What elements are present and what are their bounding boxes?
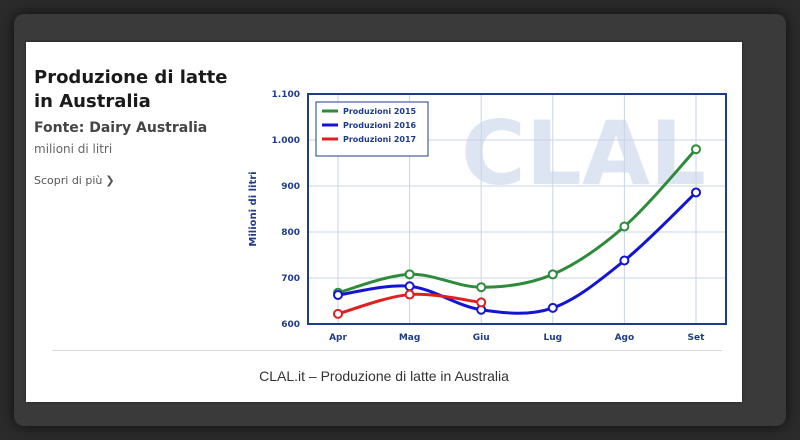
y-tick-label: 700 [281, 274, 300, 284]
watermark-text: CLAL [461, 102, 706, 205]
chart-caption: CLAL.it – Produzione di latte in Austral… [259, 368, 509, 384]
line-chart: CLAL 600 700 800 900 1.000 1.100 Apr Mag Giu Lug Ag… [248, 90, 727, 343]
legend-label: Produzioni 2017 [343, 135, 416, 144]
data-point [691, 144, 701, 155]
x-tick-label: Mag [399, 333, 420, 343]
data-point [476, 282, 487, 293]
data-point [619, 221, 630, 232]
data-point [547, 269, 558, 280]
data-point [333, 290, 343, 301]
data-point [404, 289, 415, 300]
unit-label: milioni di litri [34, 142, 113, 156]
y-axis-label: Milioni di litri [248, 171, 259, 246]
data-point [547, 302, 558, 313]
learn-more-link[interactable]: Scopri di più ❯ [34, 174, 115, 187]
legend-label: Produzioni 2015 [343, 107, 417, 116]
data-point [404, 269, 415, 280]
chart-card: Produzione di latte in Australia Fonte: … [26, 42, 742, 402]
page-title: Produzione di latte in Australia [34, 67, 228, 112]
x-tick-label: Giu [473, 333, 490, 343]
divider [52, 350, 722, 351]
legend-label: Produzioni 2016 [343, 121, 417, 130]
x-tick-label: Ago [615, 333, 635, 343]
y-tick-label: 1.000 [272, 136, 300, 146]
y-tick-label: 900 [281, 182, 300, 192]
data-point [333, 308, 343, 319]
x-tick-label: Lug [544, 333, 563, 343]
y-tick-label: 800 [281, 228, 300, 238]
data-point [691, 187, 701, 198]
x-tick-label: Set [688, 333, 706, 343]
y-tick-label: 1.100 [272, 90, 300, 100]
data-point [476, 297, 487, 308]
info-panel: Produzione di latte in Australia Fonte: … [34, 66, 234, 188]
source-label: Fonte: Dairy Australia [34, 120, 208, 136]
learn-more-label: Scopri di più [34, 174, 103, 187]
x-tick-label: Apr [329, 333, 347, 343]
plot-frame [307, 93, 727, 325]
data-point [619, 255, 630, 266]
y-tick-label: 600 [281, 320, 300, 330]
chart-container: CLAL 600 700 800 900 1.000 1.100 Apr Mag Giu Lug Ag… [236, 64, 736, 344]
chevron-right-icon: ❯ [105, 174, 115, 187]
data-point [404, 281, 415, 292]
